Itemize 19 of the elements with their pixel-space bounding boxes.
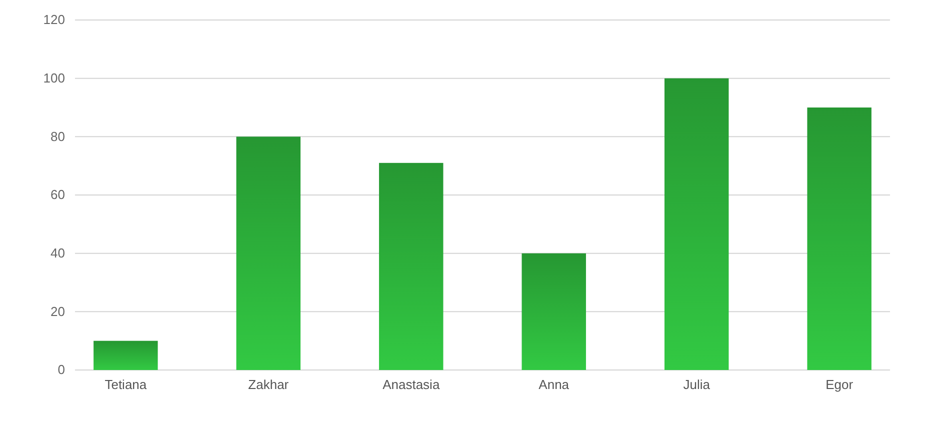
bar — [236, 136, 301, 370]
x-tick-label: Anastasia — [382, 377, 440, 392]
x-tick-label: Julia — [683, 377, 711, 392]
x-tick-label: Egor — [826, 377, 854, 392]
x-tick-label: Tetiana — [104, 377, 148, 392]
bar — [807, 108, 872, 370]
y-tick-label: 100 — [43, 70, 65, 86]
bar — [664, 78, 729, 370]
y-tick-label: 0 — [58, 362, 65, 378]
bar — [522, 253, 586, 370]
y-tick-label: 20 — [50, 304, 65, 319]
x-tick-label: Anna — [538, 377, 570, 392]
x-tick-label: Zakhar — [248, 377, 290, 392]
y-tick-label: 120 — [43, 12, 65, 28]
y-tick-label: 60 — [50, 187, 65, 202]
bar — [379, 162, 444, 370]
y-tick-label: 80 — [50, 128, 65, 144]
y-tick-label: 40 — [50, 245, 65, 260]
bar — [94, 340, 158, 370]
